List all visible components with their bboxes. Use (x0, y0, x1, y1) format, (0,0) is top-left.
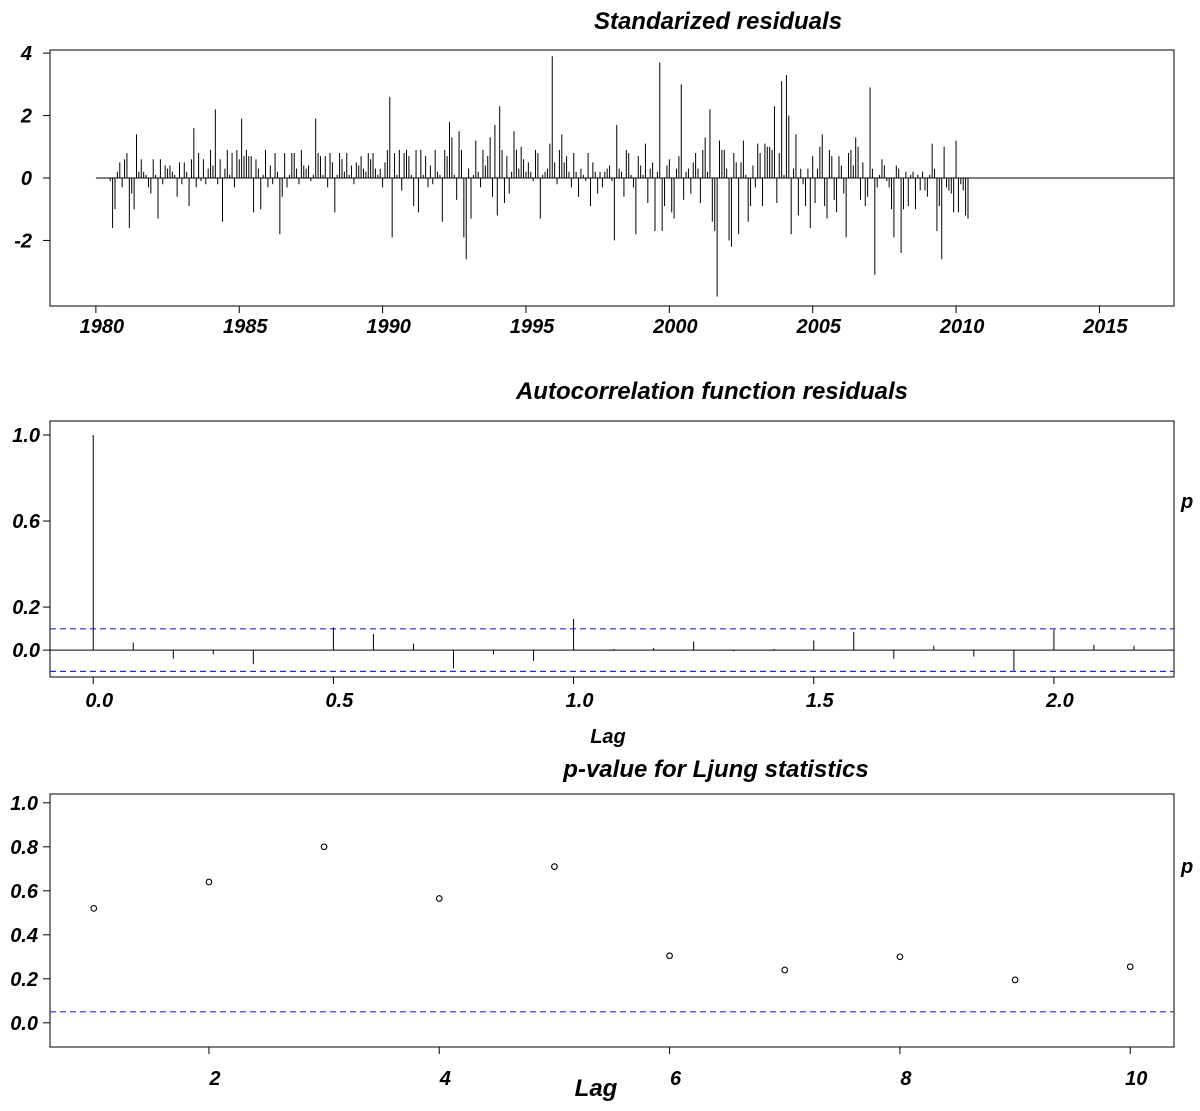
y-tick-label: 0.6 (12, 511, 41, 533)
p-value-point (781, 966, 789, 974)
x-tick-label: 2 (208, 1068, 220, 1090)
y-tick-label: 1.0 (12, 425, 40, 447)
y-tick-label: 4 (20, 43, 32, 65)
x-tick-label: 4 (439, 1068, 451, 1090)
acf-plot-frame (49, 420, 1175, 678)
x-tick-label: 1995 (510, 316, 555, 338)
y-tick-label: 0.6 (10, 881, 39, 903)
x-tick-label: 1.0 (566, 690, 594, 712)
y-tick-label: 0.2 (12, 597, 40, 619)
y-tick-label: 2 (20, 106, 32, 128)
residuals-title: Standarized residuals (594, 8, 842, 35)
p-value-point (320, 843, 328, 851)
p-value-point (1011, 976, 1019, 984)
y-tick-label: -2 (14, 230, 32, 252)
x-tick-label: 8 (900, 1068, 912, 1090)
y-tick-label: 1.0 (10, 793, 38, 815)
x-tick-label: 2015 (1082, 316, 1128, 338)
ljung-plot-frame (49, 793, 1175, 1048)
y-tick-label: 0.0 (12, 640, 40, 662)
ljung-panel: p-value for Ljung statistics Lag p 1.0 0.… (10, 756, 1193, 1102)
acf-panel: Autocorrelation function residuals Lag p… (12, 378, 1193, 748)
p-value-point (551, 863, 558, 870)
x-tick-label: 10 (1125, 1068, 1147, 1090)
x-tick-label: 0.0 (85, 690, 113, 712)
p-value-point (90, 905, 98, 912)
ljung-title: p-value for Ljung statistics (562, 756, 868, 783)
x-tick-label: 1980 (80, 316, 125, 338)
p-value-point (896, 953, 904, 961)
x-tick-label: 2005 (795, 316, 841, 338)
residuals-panel: Standarized residuals 4 2 0 -2 1980 1985 1990… (14, 8, 1175, 338)
x-tick-label: 2000 (652, 316, 698, 338)
p-value-point (205, 878, 213, 886)
acf-title: Autocorrelation function residuals (515, 378, 908, 405)
y-tick-label: 0.8 (10, 837, 39, 859)
y-tick-label: 0 (21, 168, 32, 190)
x-tick-label: 1990 (366, 316, 411, 338)
p-value-point (1126, 963, 1134, 971)
p-value-point (666, 952, 673, 960)
x-tick-label: 6 (670, 1068, 682, 1090)
x-tick-label: 2010 (939, 316, 985, 338)
p-value-point (435, 895, 443, 902)
acf-y-axis-label: p (1180, 491, 1193, 513)
x-tick-label: 1985 (223, 316, 268, 338)
y-tick-label: 0.0 (10, 1013, 38, 1035)
ljung-x-axis-label: Lag (575, 1075, 618, 1102)
y-tick-label: 0.2 (10, 969, 38, 991)
ljung-y-axis-label: p (1180, 856, 1193, 878)
acf-x-axis-label: Lag (590, 726, 626, 748)
x-tick-label: 2.0 (1045, 690, 1074, 712)
x-tick-label: 1.5 (806, 690, 835, 712)
x-tick-label: 0.5 (325, 690, 354, 712)
y-tick-label: 0.4 (10, 925, 38, 947)
